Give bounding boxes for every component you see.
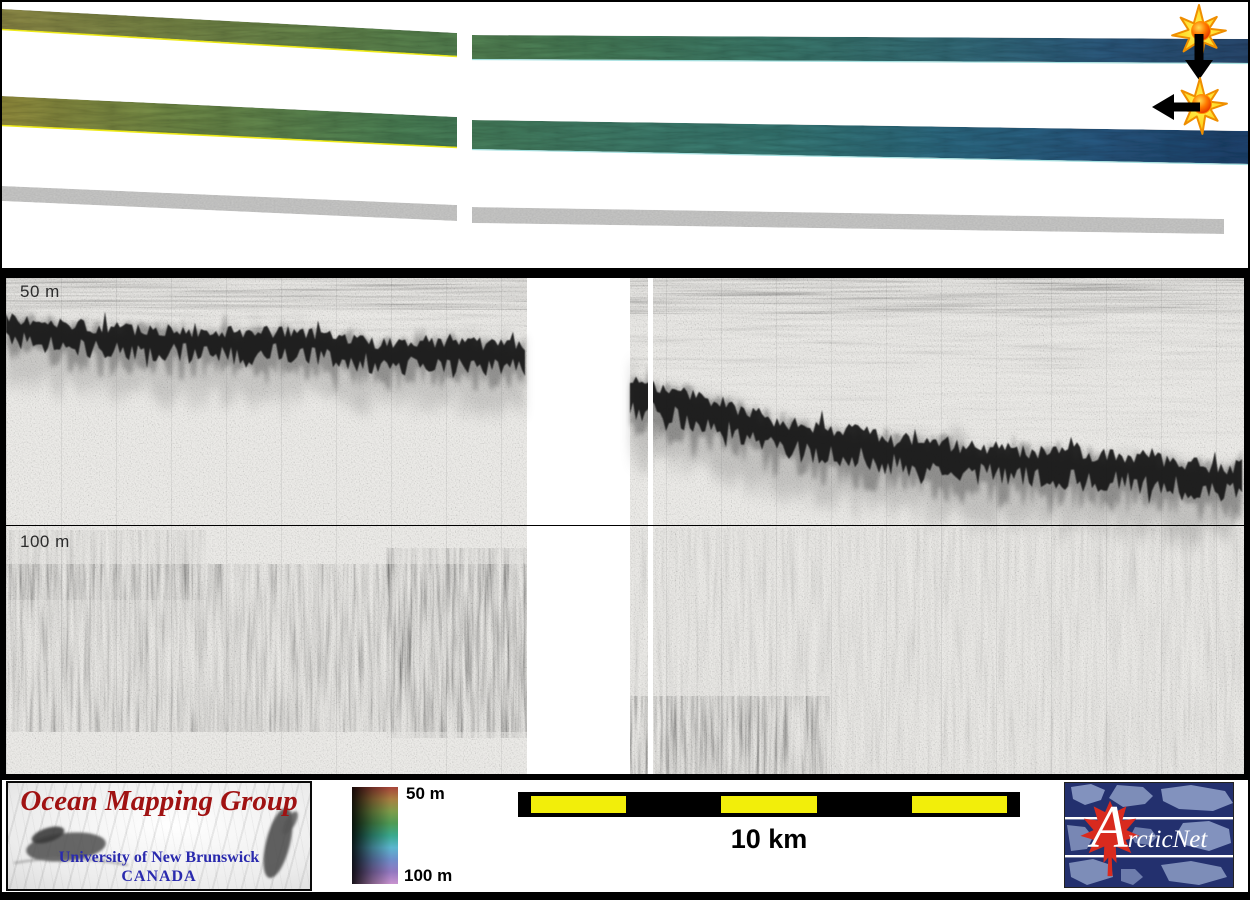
swath-panel [2, 2, 1248, 268]
arcticnet-map-art [1065, 783, 1233, 887]
depth-colorbar [352, 787, 398, 884]
scalebar-label: 10 km [730, 824, 808, 854]
omg-institution: University of New Brunswick [58, 849, 260, 866]
bathymetry-swath-upper [2, 9, 1248, 65]
left-arrow-icon [1152, 94, 1200, 120]
omg-country: CANADA [121, 868, 197, 885]
seafloor-trace [6, 304, 1242, 558]
depth-label-100m: 100 m [20, 532, 70, 551]
omg-title: Ocean Mapping Group [20, 785, 298, 817]
ocean-mapping-group-logo: Ocean Mapping Group University of New Br… [6, 781, 312, 891]
depth-line-100m [6, 525, 1244, 526]
ping-gap-line [648, 278, 653, 774]
scalebar-segment-yellow [911, 796, 1008, 813]
seafloor-band [630, 376, 1242, 505]
scalebar-segment-yellow [531, 796, 627, 813]
echogram-content: 50 m 100 m [6, 278, 1244, 774]
down-arrow-icon [1185, 34, 1213, 80]
scalebar-segment-black [626, 796, 722, 813]
subbottom-scatter [6, 528, 1244, 774]
omg-logo-art [13, 807, 298, 879]
arcticnet-logo: ArcticNet [1064, 782, 1234, 888]
arcticnet-wordmark: ArcticNet [1091, 794, 1208, 860]
echogram-panel: 50 m 100 m [2, 268, 1248, 782]
colorbar-label-top: 50 m [406, 784, 445, 803]
scalebar-segment-black [816, 796, 912, 813]
depth-label-50m: 50 m [20, 282, 60, 301]
seafloor-band [6, 311, 525, 379]
colorbar-label-bottom: 100 m [404, 866, 453, 885]
echogram-canvas [6, 278, 1244, 774]
sidescan-towfish-icon [263, 807, 298, 879]
data-gap [527, 278, 630, 774]
map-scalebar [518, 792, 1020, 817]
seafloor-band [630, 363, 1242, 528]
swath-strips-canvas [2, 4, 1248, 234]
bathymetry-swath-lower [2, 96, 1248, 166]
colorbar-shading [352, 787, 398, 884]
footer: Ocean Mapping Group University of New Br… [2, 780, 1248, 898]
backscatter-swath [2, 186, 1224, 234]
scalebar-segment-yellow [721, 796, 817, 813]
maple-leaf-icon [1080, 800, 1140, 877]
sidescan-towfish-icon [13, 826, 129, 866]
arctic-map-islands [1067, 784, 1233, 885]
